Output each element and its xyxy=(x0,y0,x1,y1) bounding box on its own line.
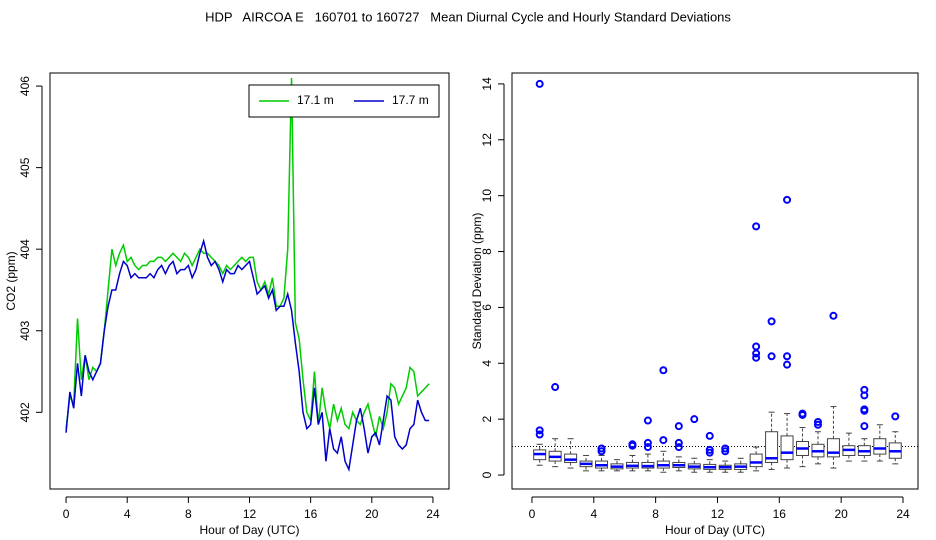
outlier xyxy=(674,443,683,452)
outlier xyxy=(783,360,792,369)
x-tick-label: 8 xyxy=(652,507,659,521)
outlier xyxy=(752,342,761,351)
outlier xyxy=(752,222,761,231)
box xyxy=(749,453,763,468)
box xyxy=(826,438,840,458)
outlier xyxy=(643,443,652,452)
y-tick-label: 10 xyxy=(480,189,494,203)
box xyxy=(780,435,794,461)
x-tick-label: 24 xyxy=(896,507,910,521)
outlier xyxy=(643,416,652,425)
outlier xyxy=(813,417,822,426)
box xyxy=(564,453,578,463)
outlier xyxy=(659,436,668,445)
y-axis-label: Standard Deviation (ppm) xyxy=(470,213,484,350)
y-tick-label: 406 xyxy=(18,76,32,96)
data-line xyxy=(65,238,430,472)
outlier xyxy=(643,438,652,447)
x-tick-label: 0 xyxy=(529,507,536,521)
plot-frame xyxy=(49,72,450,490)
outlier xyxy=(813,420,822,429)
outlier xyxy=(535,430,544,439)
legend-label: 17.1 m xyxy=(297,93,334,107)
x-axis-label: Hour of Day (UTC) xyxy=(199,523,299,537)
x-tick-label: 8 xyxy=(185,507,192,521)
x-tick-label: 16 xyxy=(304,507,318,521)
y-tick-label: 402 xyxy=(18,402,32,422)
figure-title: HDP AIRCOA E 160701 to 160727 Mean Diurn… xyxy=(205,9,731,24)
y-tick-label: 6 xyxy=(480,304,494,311)
y-tick-label: 4 xyxy=(480,360,494,367)
x-tick-label: 0 xyxy=(63,507,70,521)
outlier xyxy=(798,409,807,418)
outlier xyxy=(597,444,606,453)
outlier xyxy=(767,352,776,361)
outlier xyxy=(891,412,900,421)
x-tick-label: 20 xyxy=(834,507,848,521)
outlier xyxy=(551,383,560,392)
outlier xyxy=(705,448,714,457)
outlier xyxy=(705,445,714,454)
outlier xyxy=(752,353,761,362)
outlier xyxy=(674,438,683,447)
box xyxy=(873,438,887,455)
legend-label: 17.7 m xyxy=(392,93,429,107)
outlier xyxy=(659,366,668,375)
y-tick-label: 2 xyxy=(480,415,494,422)
box xyxy=(765,431,779,463)
x-tick-label: 4 xyxy=(590,507,597,521)
data-line xyxy=(65,77,430,437)
outlier xyxy=(535,79,544,88)
outlier xyxy=(705,431,714,440)
outlier xyxy=(752,349,761,358)
y-tick-label: 12 xyxy=(480,133,494,147)
x-tick-label: 24 xyxy=(426,507,440,521)
outlier xyxy=(674,422,683,431)
outlier xyxy=(829,311,838,320)
x-tick-label: 20 xyxy=(365,507,379,521)
x-tick-label: 12 xyxy=(243,507,257,521)
outlier xyxy=(535,426,544,435)
y-tick-label: 14 xyxy=(480,77,494,91)
x-tick-label: 12 xyxy=(711,507,725,521)
outlier xyxy=(767,317,776,326)
outlier xyxy=(597,447,606,456)
x-tick-label: 4 xyxy=(124,507,131,521)
x-tick-label: 16 xyxy=(773,507,787,521)
outlier xyxy=(721,447,730,456)
outlier xyxy=(860,405,869,414)
y-tick-label: 403 xyxy=(18,320,32,340)
outlier xyxy=(690,415,699,424)
outlier xyxy=(860,422,869,431)
plot-frame xyxy=(511,72,919,490)
y-tick-label: 0 xyxy=(480,471,494,478)
outlier xyxy=(783,352,792,361)
outlier xyxy=(721,444,730,453)
outlier xyxy=(860,385,869,394)
x-axis-label: Hour of Day (UTC) xyxy=(665,523,765,537)
y-tick-label: 8 xyxy=(480,248,494,255)
outlier xyxy=(628,440,637,449)
y-tick-label: 404 xyxy=(18,239,32,259)
y-axis-label: CO2 (ppm) xyxy=(4,251,18,310)
y-tick-label: 405 xyxy=(18,157,32,177)
outlier xyxy=(783,195,792,204)
